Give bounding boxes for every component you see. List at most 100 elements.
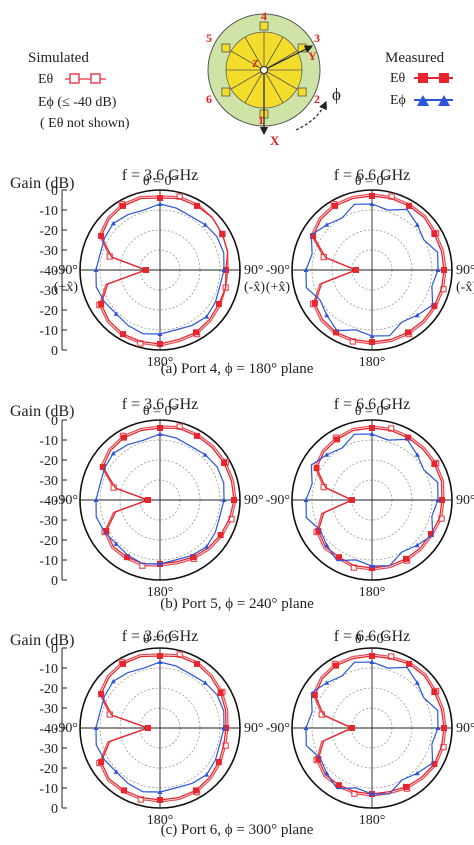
angle-sublabel-right: (-x̂) bbox=[456, 280, 474, 295]
meas-e-theta-point bbox=[145, 497, 151, 503]
gain-tick-label: -10 bbox=[39, 782, 58, 797]
meas-e-phi-point bbox=[113, 541, 119, 546]
meas-e-theta-point bbox=[315, 528, 322, 534]
meas-e-theta-point bbox=[311, 692, 318, 698]
gain-tick-label: -30 bbox=[39, 514, 58, 529]
antenna-z-origin bbox=[260, 66, 268, 74]
gain-tick-label: -20 bbox=[39, 454, 58, 469]
meas-e-theta-point bbox=[427, 531, 434, 537]
meas-e-theta-point bbox=[441, 725, 447, 731]
gain-tick-label: -20 bbox=[39, 762, 58, 777]
gain-tick-label: -10 bbox=[39, 554, 58, 569]
angle-label-left: -90° bbox=[54, 721, 78, 736]
panel-row-c: Gain (dB) 0 -10 -20 -30 -40 -30 -20 -10 0 f = 3.… bbox=[10, 628, 474, 838]
meas-e-phi-point bbox=[110, 450, 116, 456]
meas-e-phi-point bbox=[93, 267, 99, 272]
meas-e-theta-point bbox=[406, 660, 412, 667]
meas-e-phi-point bbox=[157, 201, 163, 206]
meas-e-theta-point bbox=[193, 329, 199, 336]
meas-e-phi-point bbox=[414, 312, 420, 318]
gain-tick-label: 0 bbox=[51, 184, 58, 199]
meas-e-theta-point bbox=[333, 662, 339, 669]
panel-row-b: Gain (dB) 0 -10 -20 -30 -40 -30 -20 -10 0 f = 3.… bbox=[10, 396, 474, 612]
meas-e-theta-point bbox=[369, 425, 375, 431]
meas-e-phi-point bbox=[204, 772, 210, 777]
angle-label-top: θ = 0° bbox=[143, 632, 177, 647]
legend-sim-e-theta-symbol bbox=[65, 73, 106, 84]
meas-e-phi-point bbox=[303, 725, 309, 730]
meas-e-phi-point bbox=[435, 725, 441, 730]
meas-e-theta-point bbox=[431, 303, 438, 309]
angle-label-bottom: 180° bbox=[147, 355, 174, 370]
gain-axis-ticks: 0 -10 -20 -30 -40 -30 -20 -10 0 bbox=[39, 414, 67, 589]
meas-e-phi-point bbox=[324, 312, 330, 318]
angle-label-bottom: 180° bbox=[359, 355, 386, 370]
meas-e-phi-point bbox=[221, 725, 227, 730]
meas-e-theta-point bbox=[221, 460, 228, 466]
gain-tick-label: -20 bbox=[39, 224, 58, 239]
meas-e-phi-point bbox=[157, 331, 163, 336]
meas-e-theta-point bbox=[403, 783, 409, 790]
meas-e-theta-point bbox=[334, 436, 340, 443]
meas-e-phi-point bbox=[157, 431, 163, 436]
gain-tick-label: -30 bbox=[39, 474, 58, 489]
antenna-y-axis bbox=[263, 45, 314, 71]
meas-e-theta-point bbox=[441, 267, 447, 273]
meas-e-phi-point bbox=[324, 770, 330, 776]
meas-e-theta-point bbox=[157, 195, 163, 201]
antenna-port-label: 1 bbox=[258, 113, 264, 127]
antenna-port-pad bbox=[297, 87, 307, 97]
panel-caption: (b) Port 5, ϕ = 240° plane bbox=[160, 596, 314, 612]
meas-e-theta-point bbox=[219, 231, 226, 237]
gain-tick-label: -30 bbox=[39, 702, 58, 717]
antenna-port-label: 3 bbox=[314, 31, 320, 45]
legend-meas-title: Measured bbox=[385, 50, 445, 66]
meas-e-phi-point bbox=[221, 267, 227, 272]
meas-e-theta-point bbox=[231, 497, 237, 503]
meas-e-theta-point bbox=[405, 434, 411, 441]
meas-e-theta-point bbox=[121, 434, 127, 441]
gain-axis-ticks: 0 -10 -20 -30 -40 -30 -20 -10 0 bbox=[39, 642, 67, 817]
angle-label-top: θ = 0° bbox=[355, 632, 389, 647]
meas-e-phi-point bbox=[110, 678, 116, 684]
gain-tick-label: -20 bbox=[39, 534, 58, 549]
meas-e-theta-point bbox=[194, 202, 200, 209]
meas-e-theta-point bbox=[349, 497, 355, 503]
polar-chart: θ = 0° 180° -90° 90° bbox=[266, 632, 474, 828]
polar-outer-ring bbox=[79, 647, 241, 809]
chart-title: f = 6.6 GHz bbox=[334, 167, 411, 184]
antenna-x-label: X bbox=[270, 133, 280, 148]
polar-chart: θ = 0° 180° -90° 90° bbox=[54, 404, 264, 600]
meas-e-phi-point bbox=[435, 267, 441, 272]
chart-title: f = 6.6 GHz bbox=[334, 396, 411, 413]
meas-e-theta-point bbox=[194, 432, 200, 439]
polar-outer-ring bbox=[291, 647, 453, 809]
panel-row-a: Gain (dB) 0 -10 -20 -30 -40 -30 -20 -10 0 f = 3.… bbox=[10, 167, 474, 377]
series-meas-e-theta bbox=[314, 655, 445, 795]
meas-e-phi-point bbox=[303, 267, 309, 272]
gain-tick-label: -10 bbox=[39, 324, 58, 339]
meas-e-phi-point bbox=[113, 311, 119, 316]
meas-e-phi-point bbox=[93, 497, 99, 502]
meas-e-phi-point bbox=[204, 544, 210, 549]
gain-axis-title: Gain (dB) bbox=[10, 403, 74, 420]
gain-tick-label: 0 bbox=[51, 414, 58, 429]
gain-axis-ticks: 0 -10 -20 -30 -40 -30 -20 -10 0 bbox=[39, 184, 67, 359]
polar-outer-ring bbox=[79, 419, 241, 581]
series-sim-e-theta bbox=[314, 425, 445, 571]
meas-e-phi-point bbox=[202, 452, 208, 457]
meas-e-phi-point bbox=[435, 497, 441, 502]
gain-tick-label: 0 bbox=[51, 642, 58, 657]
meas-e-phi-point bbox=[303, 497, 309, 502]
meas-e-theta-point bbox=[99, 464, 106, 470]
legend-meas-e-theta-label: Eθ bbox=[390, 71, 406, 86]
meas-e-theta-point bbox=[217, 690, 224, 696]
antenna-spoke bbox=[263, 69, 284, 104]
series-sim-e-theta bbox=[100, 425, 237, 567]
angle-label-right: 90° bbox=[244, 493, 264, 508]
angle-label-top: θ = 0° bbox=[355, 174, 389, 189]
antenna-phi-arrow bbox=[295, 100, 327, 131]
meas-e-phi-point bbox=[221, 497, 227, 502]
meas-e-theta-point bbox=[369, 193, 375, 199]
gain-tick-label: -10 bbox=[39, 204, 58, 219]
